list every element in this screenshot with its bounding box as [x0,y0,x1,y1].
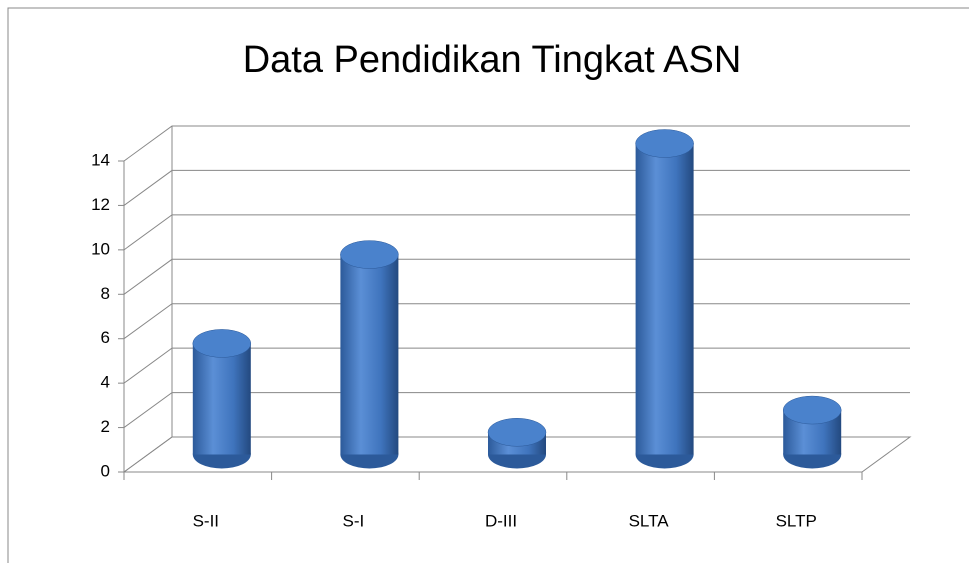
bar-top [487,418,547,447]
x-tick-label: S-II [193,511,219,530]
y-tick-label: 2 [101,417,110,436]
chart-border [7,7,969,563]
bar-top [782,395,842,425]
x-tick-label: SLTA [629,511,670,530]
bar [192,343,251,455]
y-tick-label: 4 [101,373,110,392]
y-tick-label: 14 [91,150,110,169]
bar [340,254,399,455]
y-tick-label: 8 [101,284,110,303]
x-tick-label: S-I [343,511,365,530]
grid-line [123,214,910,251]
chart-title: Data Pendidikan Tingkat ASN [243,39,742,81]
y-tick-label: 0 [101,461,110,480]
grid-line [123,125,910,162]
bar-top [635,129,694,158]
bar [635,143,694,455]
grid-line [123,258,910,295]
x-tick-label: D-III [485,511,517,530]
y-tick-label: 10 [91,239,110,258]
y-tick-label: 6 [101,328,110,347]
grid-line [123,169,910,206]
bar-top [192,329,252,358]
bar-top [340,240,399,269]
y-tick-label: 12 [91,195,110,214]
x-tick-label: SLTP [776,511,817,530]
